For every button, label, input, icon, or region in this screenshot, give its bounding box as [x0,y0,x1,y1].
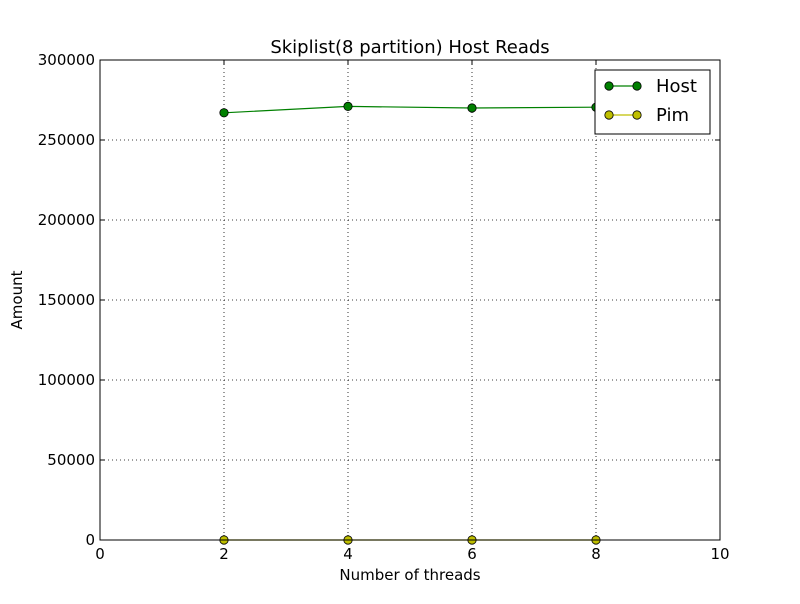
x-tick-label: 10 [710,545,729,563]
series [219,101,601,545]
legend-label: Host [656,76,697,97]
legend-marker [632,81,642,91]
legend-marker [604,110,614,120]
legend: Host Pim [594,69,711,135]
data-point-host [467,103,477,113]
legend-marker [604,81,614,91]
x-tick-label: 0 [95,545,105,563]
y-tick-label: 250000 [38,131,95,149]
x-axis-label: Number of threads [339,566,480,584]
y-tick-label: 200000 [38,211,95,229]
x-tick-label: 2 [219,545,229,563]
grid [100,60,720,540]
y-tick-label: 0 [85,531,95,549]
x-tick-label: 6 [467,545,477,563]
y-tick-label: 50000 [47,451,95,469]
legend-box [594,69,711,135]
x-tick-label: 4 [343,545,353,563]
y-tick-label: 300000 [38,51,95,69]
y-tick-label: 150000 [38,291,95,309]
legend-label: Pim [656,105,689,126]
legend-marker [632,110,642,120]
y-tick-label: 100000 [38,371,95,389]
y-axis-label: Amount [8,270,26,329]
axes: 0 2 4 6 8 10 0 50000 100000 150000 200000 250000 300… [38,51,730,563]
x-tick-label: 8 [591,545,601,563]
plot-frame [99,59,721,541]
data-point-host [219,108,229,118]
series-line-host [223,105,597,114]
chart-title: Skiplist(8 partition) Host Reads [270,37,549,58]
data-point-host [343,101,353,112]
